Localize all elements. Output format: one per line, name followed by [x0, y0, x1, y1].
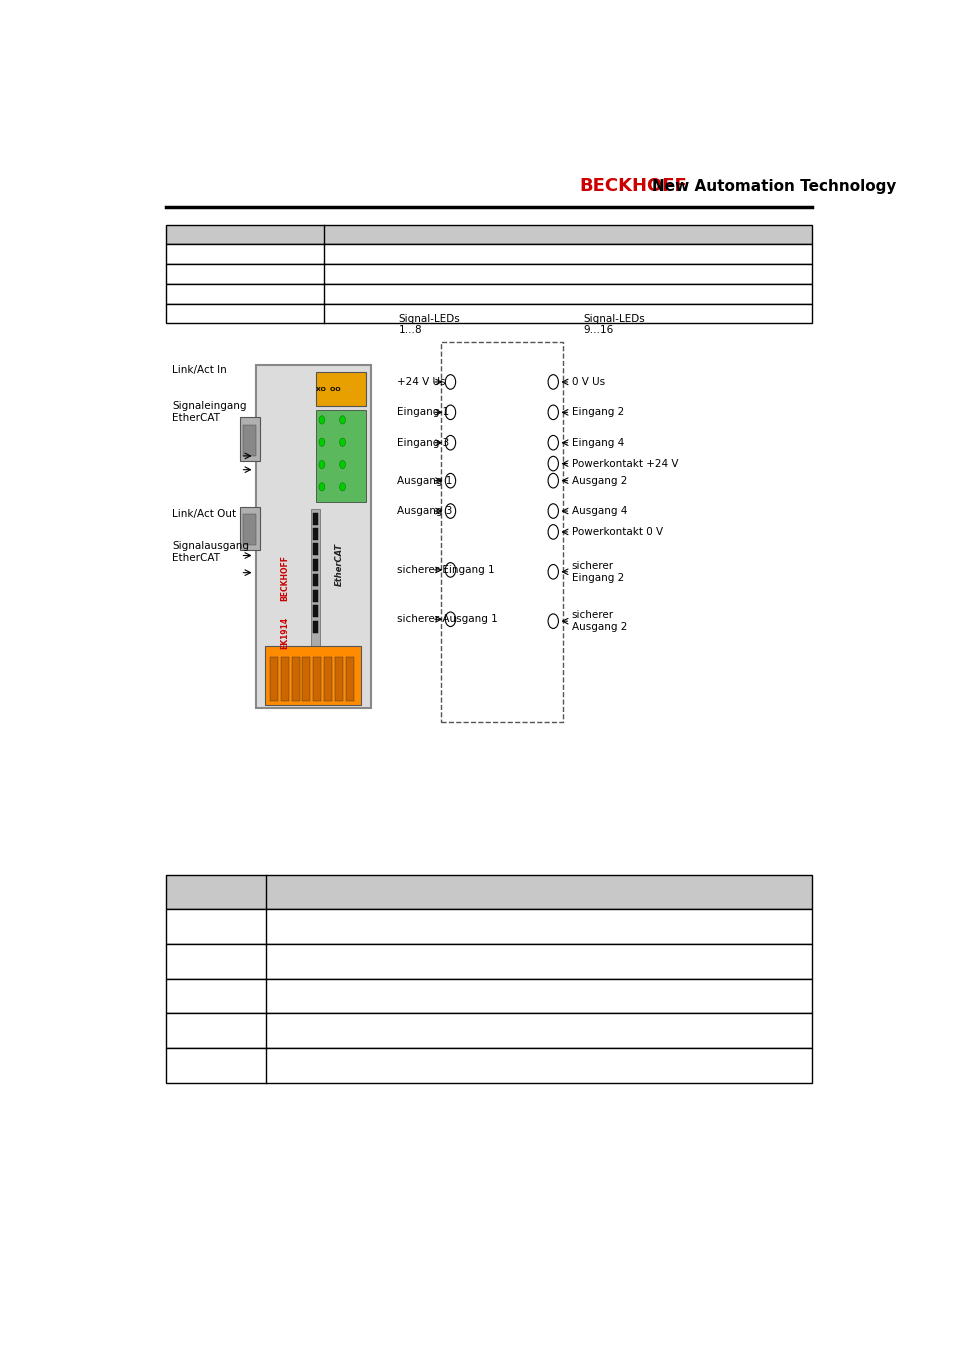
Text: Eingang 4: Eingang 4 [571, 438, 623, 447]
Text: Signaleingang
EtherCAT: Signaleingang EtherCAT [172, 401, 247, 423]
Text: XO  OO: XO OO [315, 386, 340, 392]
Circle shape [445, 374, 456, 389]
Text: EtherCAT: EtherCAT [335, 543, 344, 585]
Text: Eingang 3: Eingang 3 [396, 438, 449, 447]
Text: BECKHOFF: BECKHOFF [579, 177, 687, 195]
Bar [440, 342, 562, 721]
Circle shape [339, 416, 345, 424]
Circle shape [339, 438, 345, 446]
Bar [302, 657, 310, 701]
Circle shape [445, 405, 456, 420]
Text: Ausgang 4: Ausgang 4 [571, 507, 626, 516]
Bar [265, 647, 361, 705]
Circle shape [547, 457, 558, 471]
Circle shape [445, 612, 456, 627]
Circle shape [318, 438, 325, 446]
Bar [313, 605, 317, 617]
Text: Eingang 1: Eingang 1 [396, 408, 449, 417]
Text: Powerkontakt 0 V: Powerkontakt 0 V [571, 527, 662, 536]
Text: Ausgang 3: Ausgang 3 [396, 507, 452, 516]
Text: Signal-LEDs
9…16: Signal-LEDs 9…16 [583, 313, 644, 335]
Text: Powerkontakt +24 V: Powerkontakt +24 V [571, 458, 678, 469]
Bar [166, 944, 811, 978]
Bar [166, 1048, 811, 1082]
Bar [166, 1013, 811, 1048]
Text: sicherer
Ausgang 2: sicherer Ausgang 2 [571, 611, 626, 632]
Bar [313, 512, 317, 524]
Circle shape [445, 562, 456, 577]
Bar [313, 543, 317, 555]
Bar [335, 657, 343, 701]
Circle shape [547, 613, 558, 628]
Circle shape [547, 473, 558, 488]
Circle shape [318, 461, 325, 469]
Text: New Automation Technology: New Automation Technology [651, 178, 895, 193]
Bar [166, 978, 811, 1013]
Bar [166, 224, 811, 245]
Circle shape [547, 374, 558, 389]
Circle shape [445, 504, 456, 519]
Circle shape [547, 435, 558, 450]
Bar [166, 245, 811, 263]
Bar [324, 657, 332, 701]
Bar [346, 657, 354, 701]
Text: EK1914: EK1914 [280, 616, 289, 648]
Bar [166, 909, 811, 944]
Bar [166, 304, 811, 323]
Bar [315, 409, 366, 503]
Text: Link/Act In: Link/Act In [172, 365, 227, 376]
Text: Ausgang 1: Ausgang 1 [396, 476, 452, 485]
Bar [166, 263, 811, 284]
Bar [313, 657, 321, 701]
Bar [239, 417, 260, 461]
Bar [242, 513, 255, 546]
Bar [166, 874, 811, 909]
Bar [292, 657, 299, 701]
Bar [311, 509, 320, 647]
Circle shape [547, 405, 558, 420]
Bar [313, 528, 317, 540]
Bar [313, 574, 317, 586]
Text: sicherer Eingang 1: sicherer Eingang 1 [396, 565, 495, 576]
Bar [255, 365, 370, 708]
Bar [239, 507, 260, 550]
Text: BECKHOFF: BECKHOFF [280, 555, 289, 601]
Circle shape [547, 504, 558, 519]
Bar [313, 590, 317, 601]
Text: sicherer Ausgang 1: sicherer Ausgang 1 [396, 615, 497, 624]
Text: Signalausgang
EtherCAT: Signalausgang EtherCAT [172, 542, 250, 563]
Bar [315, 372, 366, 407]
Bar [280, 657, 289, 701]
Text: Ausgang 2: Ausgang 2 [571, 476, 626, 485]
Circle shape [547, 565, 558, 580]
Circle shape [318, 416, 325, 424]
Bar [270, 657, 277, 701]
Text: sicherer
Eingang 2: sicherer Eingang 2 [571, 561, 623, 582]
Text: Signal-LEDs
1…8: Signal-LEDs 1…8 [398, 313, 460, 335]
Text: Link/Act Out: Link/Act Out [172, 509, 236, 519]
Bar [313, 620, 317, 632]
Circle shape [445, 435, 456, 450]
Circle shape [547, 524, 558, 539]
Bar [313, 559, 317, 571]
Text: Eingang 2: Eingang 2 [571, 408, 623, 417]
Bar [242, 424, 255, 455]
Text: 0 V Us: 0 V Us [571, 377, 604, 386]
Circle shape [445, 473, 456, 488]
Circle shape [318, 482, 325, 490]
Circle shape [339, 461, 345, 469]
Circle shape [339, 482, 345, 490]
Text: +24 V Us: +24 V Us [396, 377, 445, 386]
Bar [166, 284, 811, 304]
